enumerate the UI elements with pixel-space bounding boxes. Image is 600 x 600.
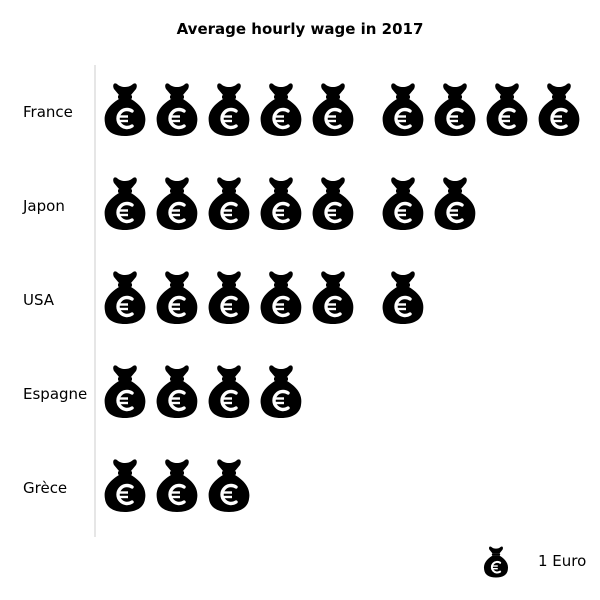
euro-bag-icon <box>155 81 199 136</box>
euro-bag-icon <box>207 175 251 230</box>
chart-title: Average hourly wage in 2017 <box>176 20 424 38</box>
euro-bag-icon <box>207 457 251 512</box>
euro-bag-icon <box>103 81 147 136</box>
euro-bag-icon <box>433 175 477 230</box>
euro-bag-icon <box>155 457 199 512</box>
category-label: Espagne <box>23 385 87 403</box>
category-label: USA <box>23 291 55 309</box>
euro-bag-icon <box>485 81 529 136</box>
euro-bag-icon <box>537 81 581 136</box>
euro-bag-icon <box>381 81 425 136</box>
euro-bag-icon <box>311 81 355 136</box>
euro-bag-icon <box>259 81 303 136</box>
euro-bag-icon <box>381 175 425 230</box>
euro-bag-icon <box>155 363 199 418</box>
euro-bag-icon <box>155 175 199 230</box>
euro-bag-icon <box>207 269 251 324</box>
category-label: Japon <box>22 197 65 215</box>
euro-bag-icon <box>207 81 251 136</box>
euro-bag-icon <box>207 363 251 418</box>
euro-bag-icon <box>311 269 355 324</box>
euro-bag-icon <box>103 175 147 230</box>
chart-rows: France Japon USA Espagne Grèce <box>22 81 581 512</box>
euro-bag-icon <box>381 269 425 324</box>
euro-bag-icon <box>103 363 147 418</box>
euro-bag-icon <box>103 457 147 512</box>
legend-label: 1 Euro <box>538 552 586 570</box>
euro-bag-icon <box>259 269 303 324</box>
category-label: France <box>23 103 73 121</box>
euro-bag-icon <box>103 269 147 324</box>
euro-bag-icon <box>311 175 355 230</box>
euro-bag-icon <box>259 363 303 418</box>
category-label: Grèce <box>23 479 67 497</box>
legend-euro-bag-icon <box>483 545 509 578</box>
euro-bag-icon <box>259 175 303 230</box>
euro-bag-icon <box>155 269 199 324</box>
euro-bag-icon <box>433 81 477 136</box>
legend: 1 Euro <box>483 545 586 578</box>
